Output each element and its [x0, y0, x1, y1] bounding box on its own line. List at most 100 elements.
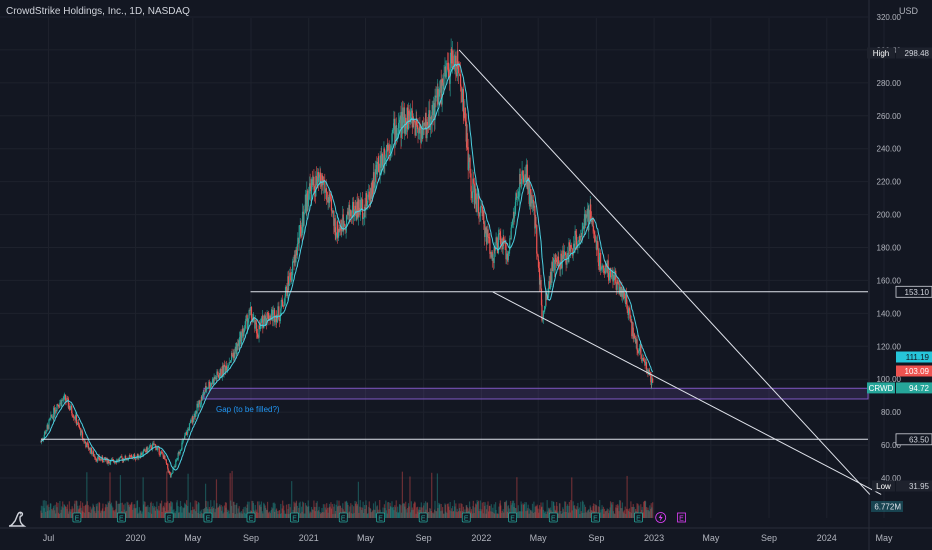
candle-body — [81, 432, 84, 439]
volume-bar — [173, 509, 175, 518]
volume-bar — [187, 473, 189, 518]
volume-bar — [252, 503, 254, 518]
volume-bar — [411, 507, 413, 518]
volume-bar — [431, 472, 433, 518]
volume-bar — [489, 505, 491, 518]
volume-bar — [554, 505, 556, 518]
candle-body — [172, 469, 174, 474]
volume-bar — [103, 510, 105, 518]
volume-bar — [568, 501, 570, 518]
volume-bar — [233, 501, 235, 518]
volume-bar — [536, 506, 538, 518]
x-tick-label: Sep — [243, 533, 259, 543]
volume-bar — [332, 513, 334, 518]
volume-bar — [100, 510, 102, 518]
volume-bar — [442, 513, 445, 518]
candle-body — [497, 234, 500, 254]
volume-bar — [433, 509, 436, 518]
volume-bar — [592, 503, 595, 518]
candle-body — [234, 351, 236, 358]
candle-body — [487, 229, 489, 237]
candle-body — [104, 457, 106, 460]
candle-body — [214, 377, 217, 379]
volume-bar — [199, 511, 201, 518]
candle-body — [644, 361, 646, 363]
volume-bar — [168, 503, 170, 518]
volume-bar — [511, 503, 513, 518]
volume-bar — [376, 505, 378, 518]
volume-bar — [65, 506, 67, 518]
volume-bar — [106, 506, 108, 518]
price-axis[interactable]: 40.0060.0080.00100.00120.00140.00160.001… — [877, 13, 902, 483]
dino-icon[interactable] — [6, 508, 28, 530]
candle-body — [435, 95, 437, 98]
candle-body — [48, 419, 51, 420]
x-tick-label: May — [530, 533, 548, 543]
candle-body — [132, 458, 134, 460]
volume-bar — [296, 505, 298, 518]
candle-body — [468, 162, 470, 170]
volume-bar — [346, 502, 349, 518]
volume-bar — [76, 501, 78, 518]
volume-bar — [392, 506, 395, 518]
candle-body — [434, 95, 436, 120]
candle-body — [406, 107, 409, 130]
candle-body — [507, 260, 509, 261]
volume-bar — [126, 501, 128, 518]
volume-bar — [540, 507, 543, 518]
candle-body — [522, 175, 525, 183]
volume-bar — [344, 501, 346, 518]
volume-bar — [50, 503, 52, 518]
volume-bar — [412, 509, 414, 518]
candle-body — [446, 63, 448, 65]
volume-bar — [150, 501, 152, 518]
volume-bar — [158, 510, 160, 518]
candle-body — [165, 459, 167, 464]
volume-bar — [263, 504, 265, 518]
earnings-e-icon — [376, 512, 386, 523]
candle-body — [277, 306, 279, 315]
volume-bar — [54, 510, 56, 518]
volume-bar — [406, 512, 408, 518]
candle-body — [471, 192, 474, 199]
earnings-e-icon: E — [679, 516, 684, 523]
y-tick-label: 280.00 — [877, 79, 902, 88]
candle-body — [422, 123, 424, 139]
volume-bar — [245, 513, 247, 518]
volume-bar — [533, 501, 535, 518]
volume-bar — [158, 505, 160, 518]
candle-body — [222, 365, 224, 375]
volume-bar — [583, 512, 585, 518]
candle-body — [278, 306, 280, 320]
volume-bar — [193, 509, 195, 518]
time-axis[interactable]: Jul 2020 May Sep 2021 May Sep 2022 May Sep 2023 May… — [43, 533, 893, 543]
candle-body — [577, 241, 579, 249]
volume-bar — [499, 500, 501, 518]
volume-bar — [403, 503, 405, 518]
volume-bar — [565, 501, 567, 518]
volume-bar — [239, 511, 241, 518]
volume-bar — [617, 504, 619, 518]
volume-bar — [182, 508, 184, 518]
volume-bar — [185, 505, 187, 518]
volume-bar — [484, 502, 486, 518]
price-tag — [896, 47, 932, 59]
volume-bar — [57, 502, 59, 518]
volume-bar — [475, 503, 477, 518]
volume-bar — [624, 506, 626, 518]
candle-body — [580, 235, 582, 237]
candle-body — [622, 288, 624, 297]
candle-body — [280, 299, 282, 309]
candle-body — [284, 296, 286, 306]
volume-bar — [600, 509, 602, 518]
volume-bar — [147, 505, 149, 518]
volume-bar — [447, 503, 449, 518]
candle-body — [616, 281, 618, 290]
volume-bar — [400, 512, 403, 518]
volume-bar — [480, 511, 482, 518]
volume-bar — [578, 507, 580, 518]
volume-bar — [322, 504, 324, 518]
candle-body — [618, 287, 621, 294]
